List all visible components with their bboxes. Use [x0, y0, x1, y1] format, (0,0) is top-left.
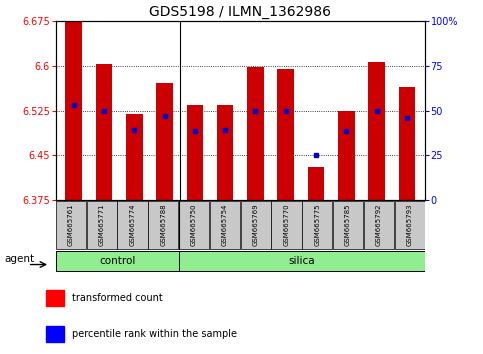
Text: GSM665785: GSM665785 — [345, 204, 351, 246]
Title: GDS5198 / ILMN_1362986: GDS5198 / ILMN_1362986 — [149, 5, 331, 19]
Bar — [398, 87, 415, 200]
Text: GSM665754: GSM665754 — [222, 204, 228, 246]
Bar — [302, 200, 332, 249]
Bar — [186, 105, 203, 200]
Text: GSM665770: GSM665770 — [284, 204, 289, 246]
Bar — [179, 200, 209, 249]
Text: GSM665792: GSM665792 — [376, 204, 382, 246]
Bar — [217, 105, 233, 200]
Bar — [148, 200, 178, 249]
Text: GSM665775: GSM665775 — [314, 204, 320, 246]
Bar — [156, 82, 173, 200]
Text: percentile rank within the sample: percentile rank within the sample — [72, 329, 237, 339]
Text: silica: silica — [288, 256, 315, 266]
Text: GSM665788: GSM665788 — [160, 204, 166, 246]
Bar — [179, 251, 425, 272]
Bar — [46, 290, 64, 306]
Bar — [368, 62, 385, 200]
Bar — [86, 200, 117, 249]
Bar — [395, 200, 425, 249]
Bar — [210, 200, 240, 249]
Bar — [117, 200, 148, 249]
Bar — [277, 69, 294, 200]
Bar — [65, 21, 82, 200]
Text: GSM665793: GSM665793 — [407, 204, 412, 246]
Bar — [96, 64, 113, 200]
Bar — [247, 67, 264, 200]
Bar — [56, 251, 179, 272]
Bar — [333, 200, 363, 249]
Text: control: control — [99, 256, 135, 266]
Text: GSM665774: GSM665774 — [129, 204, 136, 246]
Bar — [241, 200, 271, 249]
Bar — [126, 114, 142, 200]
Text: GSM665769: GSM665769 — [253, 204, 259, 246]
Bar — [46, 326, 64, 342]
Bar — [338, 110, 355, 200]
Text: transformed count: transformed count — [72, 293, 163, 303]
Bar — [308, 167, 325, 200]
Bar — [364, 200, 394, 249]
Text: GSM665771: GSM665771 — [99, 204, 105, 246]
Text: GSM665750: GSM665750 — [191, 204, 197, 246]
Bar — [56, 200, 86, 249]
Bar — [271, 200, 301, 249]
Text: agent: agent — [4, 254, 35, 264]
Text: GSM665761: GSM665761 — [68, 204, 74, 246]
